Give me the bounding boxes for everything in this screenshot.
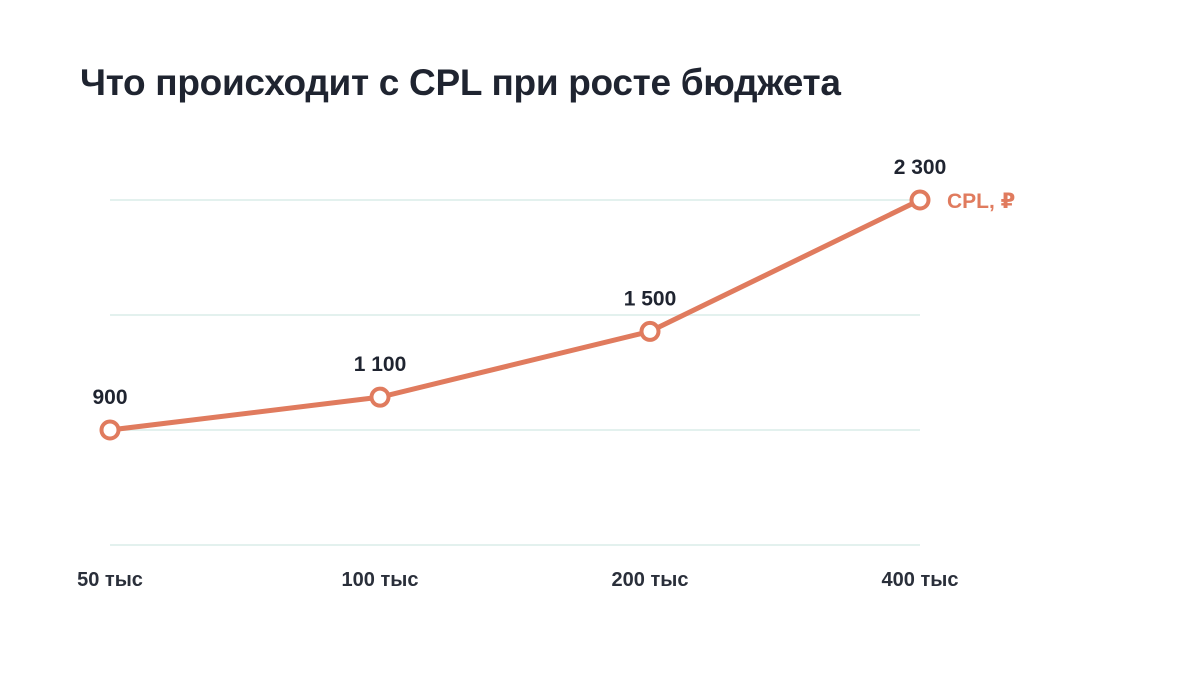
data-label: 1 100 (354, 353, 407, 376)
data-point (99, 419, 121, 441)
data-label: 1 500 (624, 287, 677, 310)
x-tick-label: 400 тыс (882, 569, 959, 591)
data-label: 900 (92, 386, 127, 409)
chart-title: Что происходит с CPL при росте бюджета (80, 62, 841, 103)
series-cpl (99, 189, 931, 441)
x-tick-label: 200 тыс (612, 569, 689, 591)
series-line (107, 197, 923, 433)
x-axis-ticks: 50 тыс 100 тыс 200 тыс 400 тыс (77, 569, 958, 591)
gridlines (110, 199, 920, 546)
data-point (639, 320, 661, 342)
data-point (909, 189, 931, 211)
x-tick-label: 100 тыс (342, 569, 419, 591)
data-point (369, 386, 391, 408)
data-label: 2 300 (894, 156, 947, 179)
x-tick-label: 50 тыс (77, 569, 143, 591)
series-label: CPL, ₽ (947, 190, 1015, 213)
